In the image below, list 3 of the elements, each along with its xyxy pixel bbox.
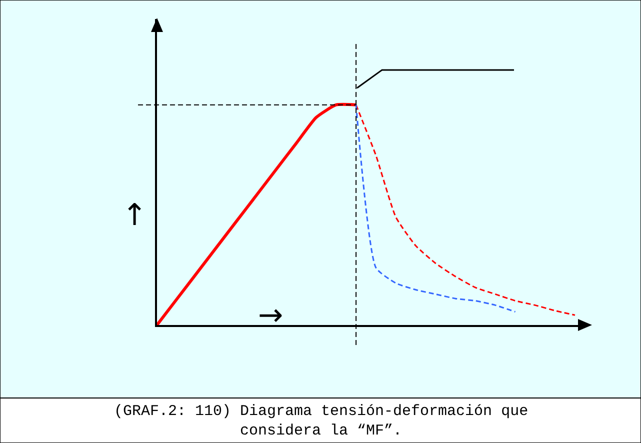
x-axis-title: → [258, 298, 284, 333]
text: (GRAF.2: 110) Diagrama tensión-deformación que considera la “MF”. [114, 403, 528, 440]
y-axis-title: ↑ [122, 198, 148, 233]
